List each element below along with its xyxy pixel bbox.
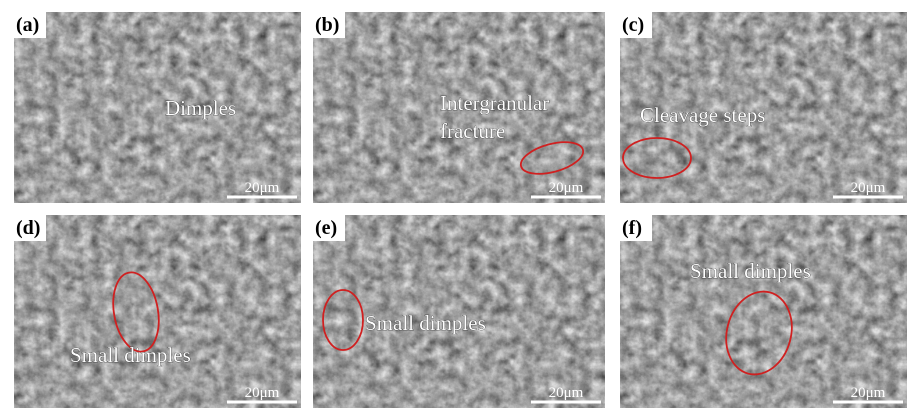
annotation: Dimples — [165, 96, 236, 120]
figure: (a) Dimples 20μm (b) Intergranular fracture 20… — [0, 0, 907, 408]
panel-label: (d) — [16, 217, 40, 239]
annotation: Small dimples — [365, 311, 486, 335]
annotation: Intergranular — [440, 91, 549, 115]
annotation: Small dimples — [70, 343, 191, 367]
annotation: Cleavage steps — [640, 103, 765, 127]
sem-image — [620, 215, 907, 408]
panel: (d) Small dimples 20μm — [10, 211, 301, 408]
panel: (a) Dimples 20μm — [10, 8, 301, 203]
annotation: Small dimples — [690, 259, 811, 283]
scale-bar-label: 20μm — [245, 180, 280, 196]
panel: (f) Small dimples 20μm — [616, 211, 907, 408]
panel: (b) Intergranular fracture 20μm — [309, 8, 605, 203]
sem-image — [14, 12, 301, 203]
panel-label: (b) — [315, 14, 339, 36]
scale-bar-label: 20μm — [851, 385, 886, 401]
panel: (e) Small dimples 20μm — [309, 211, 605, 408]
scale-bar-label: 20μm — [549, 180, 584, 196]
panel-label: (a) — [16, 14, 39, 36]
panel-label: (f) — [622, 217, 642, 239]
panel-label: (e) — [315, 217, 337, 239]
scale-bar-label: 20μm — [245, 385, 280, 401]
panel: (c) Cleavage steps 20μm — [616, 8, 907, 203]
scale-bar-label: 20μm — [549, 385, 584, 401]
annotation: fracture — [440, 119, 505, 143]
scale-bar-label: 20μm — [851, 180, 886, 196]
panel-label: (c) — [622, 14, 644, 36]
